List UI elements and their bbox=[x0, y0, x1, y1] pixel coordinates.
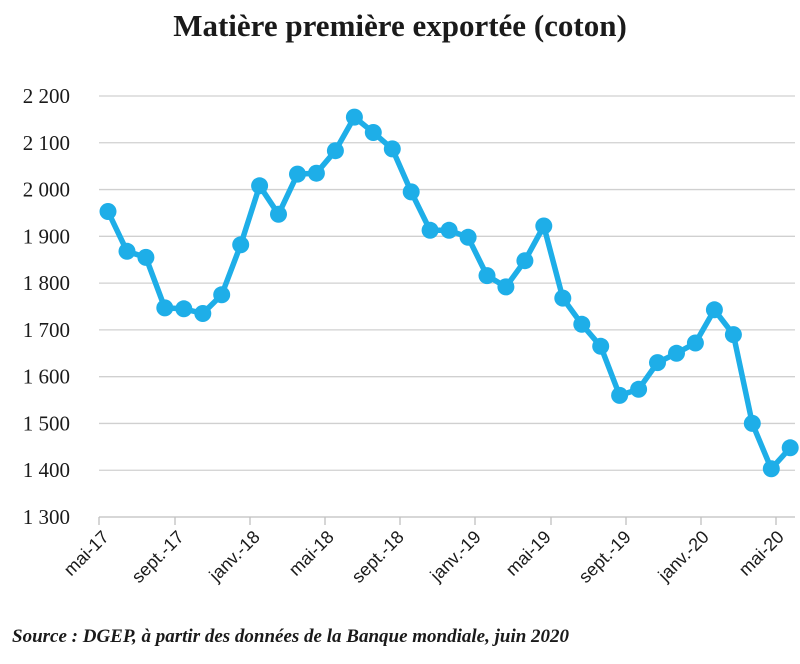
data-point bbox=[156, 299, 174, 317]
data-point bbox=[724, 326, 742, 344]
x-tick-label: janv.-20 bbox=[654, 527, 713, 586]
data-point bbox=[402, 183, 420, 201]
data-point bbox=[364, 124, 382, 141]
data-point bbox=[686, 334, 704, 352]
data-series bbox=[99, 108, 799, 478]
data-point bbox=[611, 386, 629, 404]
data-point bbox=[213, 286, 231, 304]
data-point bbox=[592, 337, 610, 355]
line-chart: 1 300 1 400 1 500 1 600 1 700 1 800 1 900 2 000… bbox=[23, 84, 799, 587]
data-point bbox=[743, 414, 761, 432]
y-tick-label: 1 900 bbox=[23, 224, 70, 248]
x-axis bbox=[98, 516, 795, 525]
data-point bbox=[630, 380, 648, 398]
x-tick-label: mai-17 bbox=[60, 527, 113, 580]
x-tick-label: janv.-19 bbox=[426, 527, 485, 586]
x-axis-labels: mai-17 sept.-17 janv.-18 mai-18 sept.-18 janv… bbox=[60, 527, 788, 587]
x-tick-label: sept.-18 bbox=[348, 527, 408, 587]
data-point bbox=[535, 217, 553, 235]
series-line bbox=[105, 114, 793, 472]
chart-title: Matière première exportée (coton) bbox=[173, 8, 627, 43]
data-point bbox=[175, 300, 193, 318]
data-point bbox=[251, 177, 269, 195]
y-tick-label: 1 700 bbox=[23, 318, 70, 342]
data-point bbox=[459, 228, 477, 246]
y-tick-label: 1 800 bbox=[23, 271, 70, 295]
y-tick-label: 1 600 bbox=[23, 365, 70, 389]
y-tick-label: 2 100 bbox=[23, 131, 70, 155]
x-tick-label: janv.-18 bbox=[205, 527, 264, 586]
x-tick-label: mai-20 bbox=[735, 527, 788, 580]
y-tick-label: 1 500 bbox=[23, 411, 70, 435]
data-point bbox=[668, 344, 685, 362]
y-axis-labels: 1 300 1 400 1 500 1 600 1 700 1 800 1 900 2 000… bbox=[23, 84, 70, 529]
data-point bbox=[554, 289, 572, 307]
x-tick-label: sept.-17 bbox=[128, 527, 188, 587]
y-tick-label: 1 400 bbox=[23, 458, 70, 482]
x-tick-label: mai-19 bbox=[502, 527, 555, 580]
data-point bbox=[440, 221, 458, 239]
y-tick-label: 2 200 bbox=[23, 84, 70, 108]
source-note: Source : DGEP, à partir des données de l… bbox=[12, 626, 570, 647]
data-point bbox=[326, 142, 344, 160]
data-point bbox=[307, 164, 325, 182]
data-point bbox=[289, 165, 306, 183]
data-point bbox=[99, 203, 117, 220]
data-point bbox=[383, 140, 401, 158]
data-point bbox=[573, 315, 591, 333]
x-tick-label: sept.-19 bbox=[575, 527, 635, 587]
y-tick-label: 1 300 bbox=[23, 505, 70, 529]
gridlines bbox=[99, 95, 795, 471]
data-point bbox=[497, 278, 515, 296]
data-point bbox=[270, 205, 287, 223]
data-point bbox=[781, 439, 799, 457]
data-point bbox=[516, 252, 534, 270]
x-tick-label: mai-18 bbox=[285, 527, 338, 580]
data-point bbox=[118, 242, 136, 260]
data-point bbox=[762, 460, 780, 478]
data-point bbox=[232, 236, 250, 254]
data-point bbox=[345, 108, 363, 126]
data-point bbox=[649, 354, 666, 372]
data-point bbox=[705, 301, 723, 319]
data-point bbox=[137, 248, 155, 266]
data-point bbox=[478, 267, 496, 285]
y-tick-label: 2 000 bbox=[23, 178, 70, 202]
data-point bbox=[421, 221, 439, 239]
data-point bbox=[194, 305, 212, 322]
